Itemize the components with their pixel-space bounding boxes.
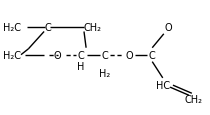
Text: H₂C: H₂C: [3, 23, 21, 33]
Text: C: C: [45, 23, 52, 33]
Text: HC: HC: [156, 80, 170, 90]
Text: H₂: H₂: [99, 69, 111, 79]
Text: H: H: [77, 62, 85, 72]
Text: C: C: [102, 50, 108, 60]
Text: O: O: [54, 50, 62, 60]
Text: H₂C: H₂C: [3, 50, 21, 60]
Text: O: O: [125, 50, 133, 60]
Text: O: O: [164, 23, 172, 33]
Text: CH₂: CH₂: [184, 94, 202, 104]
Text: CH₂: CH₂: [84, 23, 102, 33]
Text: C: C: [77, 50, 84, 60]
Text: C: C: [149, 50, 156, 60]
